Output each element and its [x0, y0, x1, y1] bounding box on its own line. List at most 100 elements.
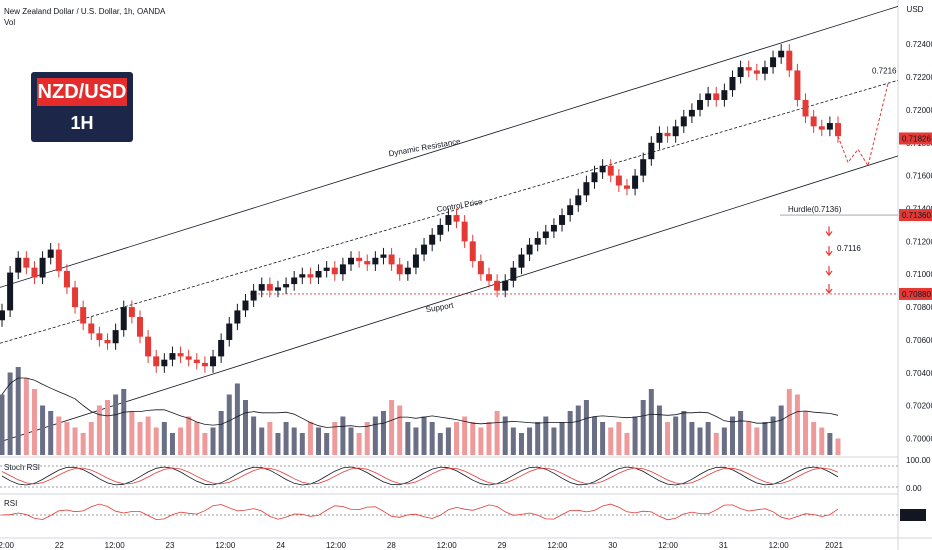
candle-body	[664, 132, 671, 137]
candle-body	[299, 274, 306, 278]
candle-body	[226, 323, 233, 340]
stoch-hi-label: 100.00	[906, 456, 931, 465]
projection-path	[837, 83, 889, 168]
volume-bar	[405, 422, 411, 455]
volume-bar	[169, 433, 175, 455]
x-tick-label: 22	[55, 541, 64, 550]
x-tick-label: 31	[719, 541, 728, 550]
stoch-lo-label: 0.00	[906, 484, 922, 493]
volume-bar	[510, 427, 516, 455]
candle-body	[210, 356, 217, 367]
candle-body	[640, 159, 647, 176]
candle-body	[291, 277, 298, 285]
hurdle-price-badge-bg	[899, 209, 932, 222]
volume-bar	[218, 411, 224, 455]
candle-body	[7, 272, 14, 311]
volume-bar	[121, 389, 127, 455]
candle-body	[526, 244, 533, 255]
volume-bar	[543, 416, 549, 455]
volume-bar	[364, 422, 370, 455]
volume-bar	[72, 427, 78, 455]
volume-bar	[794, 394, 800, 455]
candle-body	[623, 185, 630, 189]
volume-bar	[527, 427, 533, 455]
volume-bar	[640, 400, 646, 455]
stoch-rsi-label: Stoch RSI	[4, 463, 40, 472]
volume-bar	[575, 405, 581, 455]
candle-body	[266, 284, 273, 291]
down-arrow-icon	[825, 284, 833, 295]
candle-body	[794, 70, 801, 101]
rsi-current-label: 50.00	[903, 511, 924, 520]
x-tick-label: 12:00	[215, 541, 236, 550]
volume-bar	[600, 422, 606, 455]
candle-body	[534, 238, 541, 245]
y-tick-label: 0.70000	[906, 435, 932, 444]
volume-bar	[786, 389, 792, 455]
candle-body	[421, 244, 428, 255]
candle-body	[234, 310, 241, 324]
timeframe-label: 1H CHART	[50, 113, 114, 159]
rsi-badge-bg	[900, 509, 926, 521]
volume-bar	[234, 383, 240, 455]
volume-bar	[291, 427, 297, 455]
dynamic-resistance-line	[0, 5, 899, 288]
volume-bar	[307, 422, 313, 455]
volume-bar	[713, 433, 719, 455]
candle-body	[591, 172, 598, 183]
candle-body	[494, 280, 501, 291]
candle-body	[274, 287, 281, 291]
candle-body	[145, 336, 152, 357]
candle-body	[372, 257, 379, 265]
candle-body	[680, 116, 687, 127]
volume-bar	[340, 416, 346, 455]
volume-bar	[762, 422, 768, 455]
rsi-label: RSI	[4, 499, 17, 508]
x-tick-label: 12:00	[105, 541, 126, 550]
candle-body	[761, 67, 768, 74]
volume-bar	[137, 422, 143, 455]
currency-label: USD	[907, 5, 924, 14]
candle-body	[542, 231, 549, 239]
volume-bar	[754, 427, 760, 455]
volume-bar	[803, 411, 809, 455]
volume-bar	[559, 422, 565, 455]
candle-body	[47, 249, 54, 258]
volume-bar	[389, 400, 395, 455]
x-tick-label: 28	[387, 541, 396, 550]
candle-body	[55, 249, 62, 271]
candle-body	[437, 224, 444, 235]
candle-body	[348, 257, 355, 265]
candle-body	[599, 165, 606, 173]
candle-body	[0, 310, 5, 321]
volume-bar	[178, 427, 184, 455]
candle-body	[396, 264, 403, 275]
candle-body	[818, 126, 825, 130]
candle-body	[656, 132, 663, 143]
volume-bar	[251, 416, 257, 455]
candle-body	[242, 300, 249, 311]
candle-body	[356, 257, 363, 262]
candle-body	[453, 215, 460, 222]
candle-body	[518, 254, 525, 268]
volume-bar	[23, 378, 29, 455]
hurdle-label: Hurdle(0.7136)	[788, 205, 842, 214]
volume-bar	[632, 416, 638, 455]
candle-body	[567, 205, 574, 216]
candle-body	[72, 287, 79, 308]
volume-bar	[372, 416, 378, 455]
candle-body	[632, 175, 639, 189]
candle-body	[745, 67, 752, 71]
volume-bar	[656, 405, 662, 455]
candle-body	[88, 323, 95, 334]
volume-bar	[486, 422, 492, 455]
current-price-badge: 0.71826	[902, 134, 931, 143]
candle-body	[63, 270, 70, 288]
mid-level-label: 0.7116	[837, 244, 861, 253]
x-tick-label: 12:00	[437, 541, 458, 550]
